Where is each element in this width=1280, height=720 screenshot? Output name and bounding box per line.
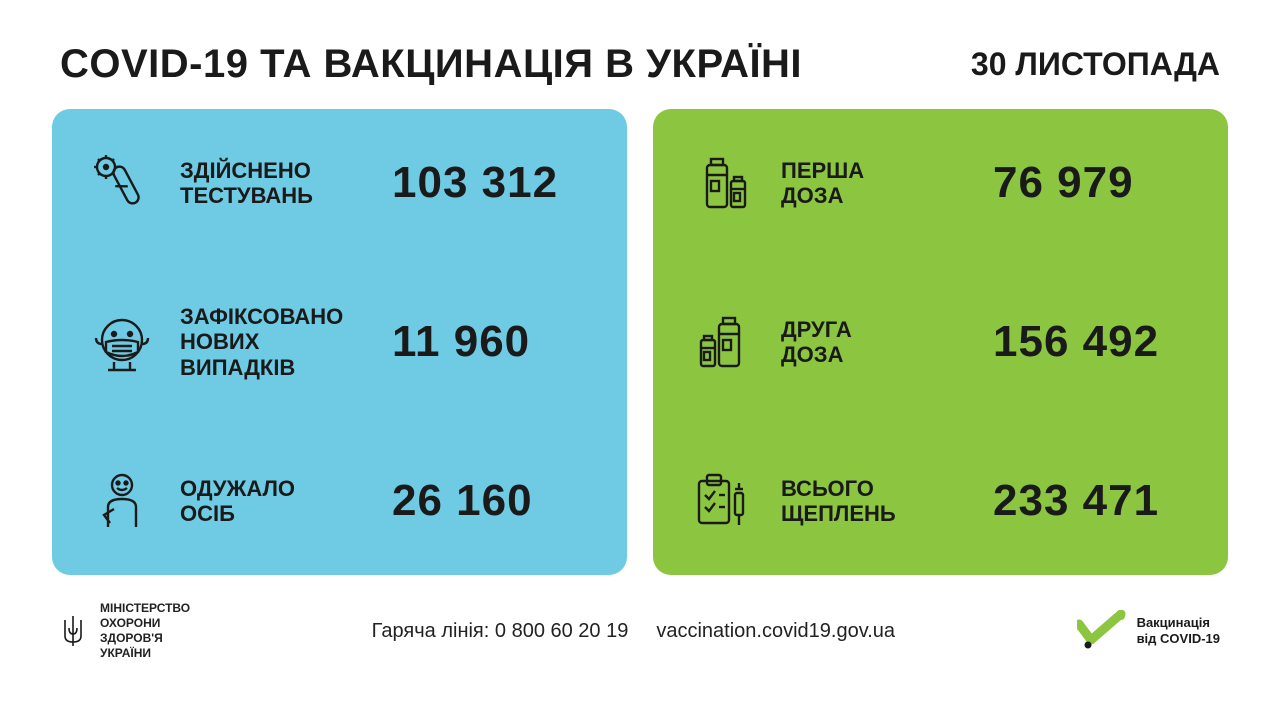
label-recovered: ОДУЖАЛООСІБ <box>180 476 370 527</box>
vaccination-panel: ПЕРШАДОЗА 76 979 ДРУГАДОЗА 156 492 <box>653 109 1228 575</box>
row-cases: ЗАФІКСОВАНОНОВИХВИПАДКІВ 11 960 <box>86 304 597 380</box>
mask-face-icon <box>86 306 158 378</box>
covid-stats-panel: ЗДІЙСНЕНОТЕСТУВАНЬ 103 312 ЗАФІКСОВАНОНО… <box>52 109 627 575</box>
row-dose2: ДРУГАДОЗА 156 492 <box>687 306 1198 378</box>
hotline: Гаряча лінія: 0 800 60 20 19 vaccination… <box>372 620 895 643</box>
value-total: 233 471 <box>993 476 1198 526</box>
vials-icon <box>687 147 759 219</box>
test-tube-icon <box>86 147 158 219</box>
value-cases: 11 960 <box>392 317 597 367</box>
date: 30 ЛИСТОПАДА <box>971 42 1220 83</box>
label-dose2: ДРУГАДОЗА <box>781 317 971 368</box>
page-title: COVID-19 ТА ВАКЦИНАЦІЯ В УКРАЇНІ <box>60 42 802 87</box>
label-cases: ЗАФІКСОВАНОНОВИХВИПАДКІВ <box>180 304 370 380</box>
row-total: ВСЬОГОЩЕПЛЕНЬ 233 471 <box>687 465 1198 537</box>
label-tests: ЗДІЙСНЕНОТЕСТУВАНЬ <box>180 158 370 209</box>
ministry-text: МІНІСТЕРСТВООХОРОНИЗДОРОВ'ЯУКРАЇНИ <box>100 601 190 661</box>
value-dose1: 76 979 <box>993 158 1198 208</box>
vaccination-logo: Вакцинаціявід COVID-19 <box>1077 610 1220 652</box>
value-dose2: 156 492 <box>993 317 1198 367</box>
row-dose1: ПЕРШАДОЗА 76 979 <box>687 147 1198 219</box>
label-total: ВСЬОГОЩЕПЛЕНЬ <box>781 476 971 527</box>
row-tests: ЗДІЙСНЕНОТЕСТУВАНЬ 103 312 <box>86 147 597 219</box>
header: COVID-19 ТА ВАКЦИНАЦІЯ В УКРАЇНІ 30 ЛИСТ… <box>0 0 1280 109</box>
website: vaccination.covid19.gov.ua <box>656 620 895 643</box>
vials-alt-icon <box>687 306 759 378</box>
row-recovered: ОДУЖАЛООСІБ 26 160 <box>86 465 597 537</box>
vacc-logo-text: Вакцинаціявід COVID-19 <box>1137 615 1220 646</box>
label-dose1: ПЕРШАДОЗА <box>781 158 971 209</box>
hotline-number: 0 800 60 20 19 <box>495 620 628 642</box>
value-tests: 103 312 <box>392 158 597 208</box>
ministry-block: МІНІСТЕРСТВООХОРОНИЗДОРОВ'ЯУКРАЇНИ <box>60 601 190 661</box>
clipboard-syringe-icon <box>687 465 759 537</box>
value-recovered: 26 160 <box>392 476 597 526</box>
panels-container: ЗДІЙСНЕНОТЕСТУВАНЬ 103 312 ЗАФІКСОВАНОНО… <box>0 109 1280 575</box>
check-v-icon <box>1077 610 1127 652</box>
footer: МІНІСТЕРСТВООХОРОНИЗДОРОВ'ЯУКРАЇНИ Гаряч… <box>0 575 1280 661</box>
hotline-label: Гаряча лінія: <box>372 620 490 642</box>
trident-icon <box>60 614 86 648</box>
recovered-icon <box>86 465 158 537</box>
